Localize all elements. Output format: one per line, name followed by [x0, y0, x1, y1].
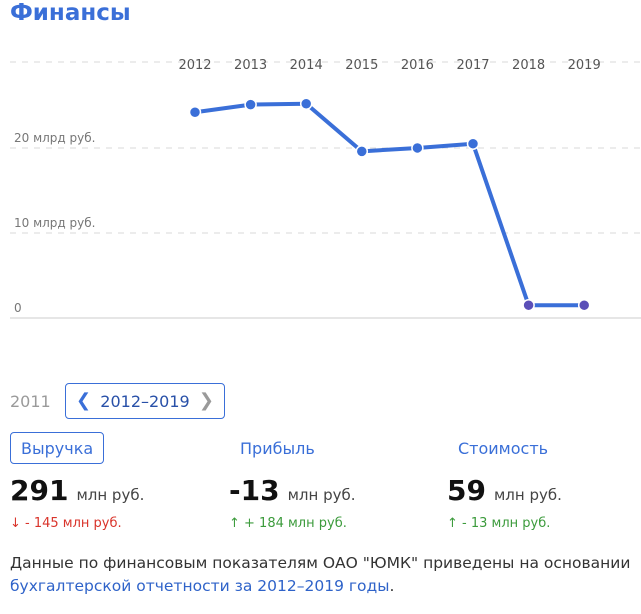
value-delta: ↑ - 13 млн руб. [447, 516, 551, 531]
data-point [522, 298, 535, 312]
data-point [411, 141, 424, 155]
series-line [193, 101, 587, 308]
x-tick-label: 2014 [290, 58, 323, 73]
x-tick-label: 2016 [401, 58, 434, 73]
value-metric: 59 млн руб. [447, 474, 562, 507]
x-tick-label: 2018 [512, 58, 545, 73]
source-note-text: Данные по финансовым показателям ОАО "ЮМ… [10, 554, 631, 572]
x-tick-label: 2013 [234, 58, 267, 73]
period-range-box: ❮ 2012–2019 ❯ [65, 383, 225, 419]
value-unit: млн руб. [493, 486, 562, 504]
y-tick-label: 10 млрд руб. [14, 216, 95, 230]
profit-metric: -13 млн руб. [229, 474, 356, 507]
tab-revenue[interactable]: Выручка [10, 432, 105, 464]
data-point [188, 106, 202, 119]
metric-tabs: Выручка Прибыль Стоимость [0, 432, 641, 464]
source-note: Данные по финансовым показателям ОАО "ЮМ… [10, 552, 635, 598]
profit-delta: ↑ + 184 млн руб. [229, 516, 347, 531]
source-note-link[interactable]: бухгалтерской отчетности за 2012–2019 го… [10, 577, 390, 595]
profit-unit: млн руб. [287, 486, 356, 504]
previous-year-label[interactable]: 2011 [10, 391, 51, 411]
profit-value: -13 [229, 474, 280, 507]
tab-profit[interactable]: Прибыль [240, 438, 315, 458]
x-tick-label: 2012 [178, 58, 211, 73]
period-range-label: 2012–2019 [100, 391, 190, 411]
x-tick-label: 2015 [345, 58, 378, 73]
chevron-left-icon[interactable]: ❮ [76, 390, 92, 411]
y-tick-label: 20 млрд руб. [14, 131, 95, 145]
data-point [466, 137, 480, 150]
tab-value[interactable]: Стоимость [458, 438, 549, 458]
page-title: Финансы [10, 0, 131, 26]
x-tick-label: 2019 [568, 58, 601, 73]
chevron-right-icon[interactable]: ❯ [198, 390, 214, 411]
data-point [244, 98, 257, 111]
source-note-end: . [389, 577, 395, 595]
y-tick-label: 0 [14, 301, 22, 315]
period-selector: 2011 ❮ 2012–2019 ❯ [10, 381, 225, 421]
revenue-value: 291 [10, 474, 69, 507]
revenue-delta: ↓ - 145 млн руб. [10, 516, 122, 531]
x-tick-label: 2017 [456, 58, 489, 73]
value-value: 59 [447, 474, 486, 507]
revenue-unit: млн руб. [76, 486, 145, 504]
revenue-metric: 291 млн руб. [10, 474, 144, 507]
data-point [299, 97, 313, 110]
data-point [577, 298, 591, 312]
data-point [355, 145, 369, 158]
revenue-line-chart: 20 млрд руб. 10 млрд руб. 0 2012 2013 2014 20… [10, 58, 641, 319]
